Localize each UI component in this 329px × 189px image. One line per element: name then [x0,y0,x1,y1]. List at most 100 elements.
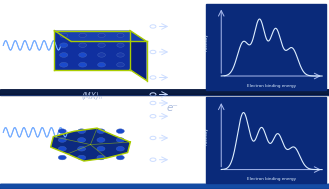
Bar [0,91,329,93]
Bar [0,90,329,92]
Bar [0,91,329,93]
Bar [0,185,329,187]
Bar [0,186,329,188]
Bar [0,186,329,188]
Bar [0,91,329,94]
Circle shape [58,146,66,151]
Bar [0,184,329,187]
Bar [0,185,329,188]
Bar [0,186,329,189]
Bar [0,186,329,188]
Bar [0,91,329,93]
Circle shape [58,155,66,160]
Circle shape [117,33,124,37]
Circle shape [97,129,105,133]
Bar [0,186,329,188]
Circle shape [78,138,86,142]
Bar [0,185,329,187]
Bar [0,91,329,94]
Text: Electron binding energy: Electron binding energy [247,177,296,181]
Circle shape [78,155,86,160]
Circle shape [78,146,86,151]
Bar [0,186,329,189]
Text: e⁻: e⁻ [167,103,179,113]
Circle shape [79,53,87,57]
Bar [0,186,329,188]
Bar [0,90,329,93]
Bar [0,92,329,94]
Circle shape [79,62,87,67]
Bar [0,91,329,93]
Bar [0,91,329,93]
Circle shape [79,33,87,38]
Bar [0,185,329,187]
Bar [0,91,329,93]
Bar [0,92,329,94]
Bar [0,91,329,94]
Bar [0,186,329,188]
Bar [0,90,329,92]
Circle shape [60,43,68,47]
Bar [0,186,329,189]
Bar [0,91,329,93]
Bar [0,91,329,94]
Circle shape [117,53,124,57]
Bar [0,90,329,92]
Bar [0,187,329,189]
Bar [0,185,329,187]
Bar [0,92,329,94]
Bar [0,91,329,93]
Circle shape [97,146,105,151]
Circle shape [98,63,106,67]
Bar [0,92,329,94]
Text: Intensity: Intensity [204,33,209,51]
Bar [0,185,329,188]
Circle shape [78,129,86,133]
Circle shape [117,63,124,67]
Bar [0,184,329,187]
Circle shape [117,43,124,47]
Bar [0,90,329,92]
Bar [0,90,329,93]
Circle shape [98,43,105,47]
Bar [0,186,329,188]
Circle shape [58,129,66,133]
Bar [0,184,329,187]
Circle shape [116,146,124,151]
Polygon shape [54,30,147,41]
Bar [0,186,329,189]
Circle shape [60,33,67,38]
Circle shape [116,138,124,142]
Bar [0,186,329,188]
Bar [0,91,329,94]
Polygon shape [54,30,130,70]
Bar [0,185,329,187]
Bar [0,185,329,187]
Bar [0,92,329,94]
Circle shape [98,33,105,37]
Bar [0,91,329,93]
Bar [0,92,329,94]
Bar [206,97,326,183]
Circle shape [60,62,68,67]
Bar [0,187,329,189]
Bar [0,91,329,94]
Bar [0,186,329,188]
Bar [0,185,329,188]
Bar [0,92,329,94]
Bar [0,185,329,187]
Bar [0,185,329,187]
Circle shape [116,155,124,160]
Bar [0,92,329,94]
Bar [0,185,329,187]
Circle shape [116,129,124,133]
Polygon shape [51,128,130,161]
Text: (MX)ₙ: (MX)ₙ [82,92,103,101]
Bar [0,91,329,93]
Bar [0,186,329,188]
Circle shape [58,138,66,142]
Bar [0,90,329,93]
Bar [0,184,329,187]
Circle shape [79,43,87,47]
Bar [0,185,329,187]
